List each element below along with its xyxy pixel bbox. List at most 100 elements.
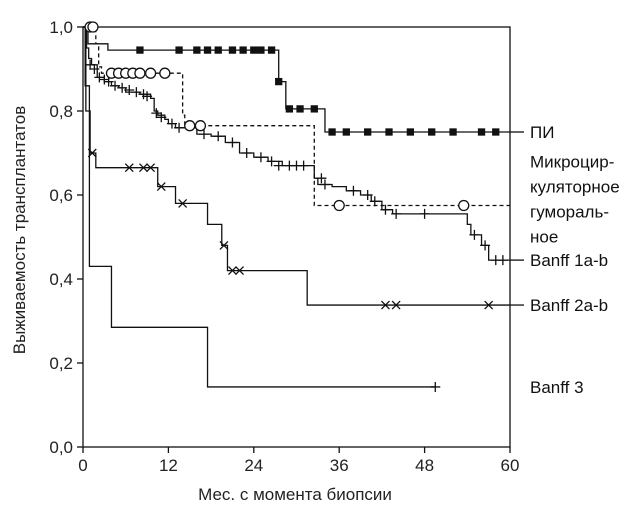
censor-marker	[348, 185, 359, 196]
censor-marker	[480, 240, 491, 251]
y-tick-label: 0,4	[49, 270, 73, 289]
censor-marker	[239, 46, 247, 54]
censor-marker	[316, 173, 327, 184]
censor-marker	[391, 300, 401, 310]
y-tick-label: 0,8	[49, 102, 73, 121]
censor-markers	[84, 21, 508, 392]
y-tick-label: 1,0	[49, 18, 73, 37]
censor-marker	[369, 196, 380, 207]
censor-marker	[380, 300, 390, 310]
censor-marker	[477, 128, 486, 136]
censor-marker	[362, 190, 373, 200]
series-line	[83, 26, 510, 207]
censor-marker	[214, 46, 222, 54]
censor-marker	[492, 128, 500, 136]
series-lines	[83, 26, 510, 388]
censor-marker	[428, 128, 436, 136]
censor-marker	[469, 229, 480, 240]
censor-marker	[266, 156, 277, 167]
censor-marker	[166, 118, 177, 129]
censor-marker	[449, 128, 457, 136]
censor-marker	[131, 87, 142, 98]
censor-marker	[267, 46, 276, 54]
censor-marker	[319, 179, 330, 190]
censor-marker	[174, 122, 185, 133]
censor-marker	[255, 152, 266, 163]
censor-marker	[419, 208, 430, 219]
censor-marker	[430, 381, 441, 392]
censor-marker	[275, 77, 283, 86]
censor-marker	[159, 67, 171, 79]
censor-marker	[333, 199, 345, 212]
censor-marker	[241, 148, 252, 158]
axes	[77, 26, 511, 453]
censor-marker	[89, 64, 100, 74]
legend-label: Banff 2a-b	[530, 296, 608, 315]
x-tick-label: 0	[78, 456, 87, 475]
censor-marker	[227, 266, 237, 276]
legend-label: Banff 1a-b	[530, 251, 608, 270]
censor-marker	[139, 163, 148, 173]
censor-marker	[146, 163, 156, 173]
x-axis-label: Мес. с момента биопсии	[198, 485, 392, 504]
censor-marker	[203, 46, 212, 54]
censor-marker	[250, 46, 258, 54]
censor-marker	[184, 120, 196, 132]
censor-marker	[136, 46, 144, 54]
censor-marker	[156, 112, 167, 123]
censor-marker	[156, 182, 166, 192]
censor-marker	[406, 128, 415, 136]
series-line	[83, 26, 510, 133]
censor-marker	[142, 91, 153, 102]
censor-marker	[228, 46, 237, 54]
censor-marker	[484, 300, 494, 310]
censor-marker	[328, 128, 336, 136]
censor-marker	[110, 80, 121, 91]
x-tick-label: 36	[330, 456, 349, 475]
legend-label: ПИ	[530, 123, 554, 142]
legend-label: Banff 3	[530, 378, 584, 397]
censor-marker	[296, 105, 304, 113]
censor-marker	[87, 148, 97, 158]
censor-marker	[193, 46, 201, 54]
censor-marker	[227, 137, 238, 148]
censor-marker	[87, 21, 99, 33]
y-tick-label: 0,6	[49, 186, 73, 205]
censor-marker	[175, 46, 183, 54]
x-tick-label: 24	[244, 456, 263, 475]
censor-marker	[117, 82, 128, 93]
censor-marker	[213, 131, 224, 142]
legend-labels: ПИ Микроцир-куляторное гумораль-ное Banff 1…	[510, 123, 620, 397]
x-tick-label: 12	[159, 456, 178, 475]
plot-frame	[82, 26, 511, 448]
censor-marker	[235, 266, 245, 276]
x-tick-label: 48	[415, 456, 434, 475]
censor-marker	[178, 198, 188, 208]
censor-marker	[310, 105, 318, 113]
y-axis-label: Выживаемость трансплантатов	[10, 106, 29, 355]
legend-label: Микроцир-куляторное гумораль-ное	[530, 153, 620, 247]
censor-marker	[273, 160, 284, 171]
censor-marker	[497, 255, 508, 266]
censor-marker	[103, 76, 114, 87]
x-tick-label: 60	[501, 456, 520, 475]
censor-marker	[151, 108, 162, 119]
censor-marker	[198, 129, 209, 140]
censor-marker	[94, 72, 105, 83]
censor-marker	[144, 67, 157, 79]
censor-marker	[219, 240, 229, 250]
censor-marker	[124, 163, 134, 173]
censor-marker	[257, 46, 265, 54]
censor-marker	[380, 204, 391, 215]
series-line	[83, 26, 510, 261]
series-line	[83, 26, 510, 306]
censor-marker	[134, 67, 146, 79]
censor-marker	[99, 74, 110, 85]
censor-marker	[124, 85, 135, 95]
censor-marker	[458, 199, 470, 212]
censor-marker	[85, 59, 96, 70]
y-tick-label: 0,0	[49, 438, 73, 457]
y-tick-label: 0,2	[49, 354, 73, 373]
tick-labels: 0 12 24 36 48 60 0,0 0,2 0,4 0,6 0,8 1,0	[49, 18, 519, 475]
